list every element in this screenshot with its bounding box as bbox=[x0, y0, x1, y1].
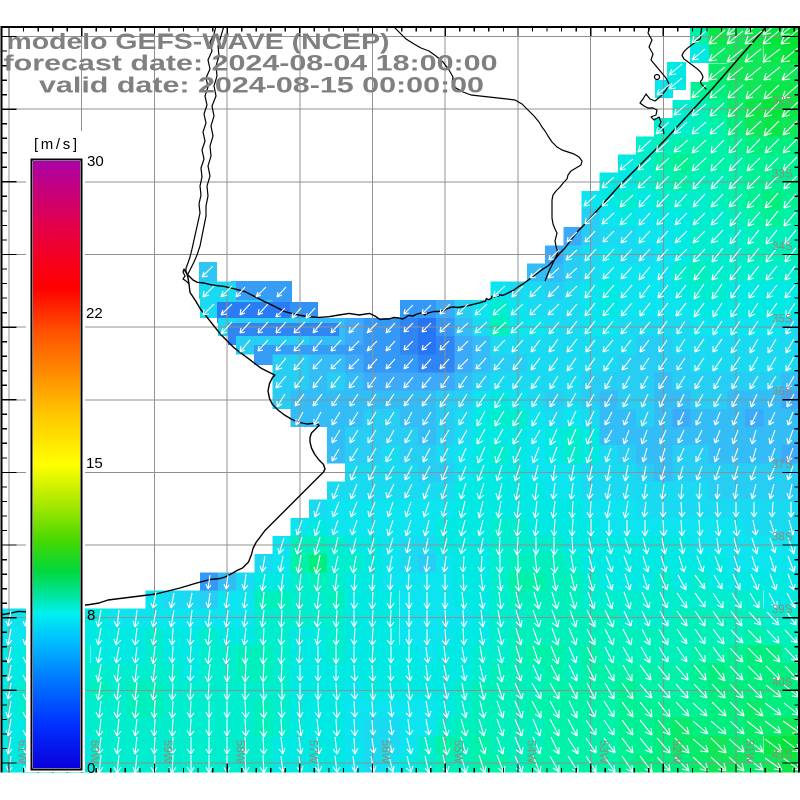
svg-text:35S: 35S bbox=[772, 314, 793, 326]
svg-text:53W: 53W bbox=[597, 740, 609, 764]
svg-text:38S: 38S bbox=[772, 532, 793, 544]
svg-text:36S: 36S bbox=[772, 386, 793, 398]
svg-text:57W: 57W bbox=[306, 740, 318, 764]
svg-text:modelo GEFS-WAVE (NCEP): modelo GEFS-WAVE (NCEP) bbox=[7, 29, 390, 54]
svg-text:39S: 39S bbox=[772, 604, 793, 616]
svg-text:34S: 34S bbox=[772, 241, 793, 253]
svg-text:51W: 51W bbox=[743, 740, 755, 764]
svg-text:61W: 61W bbox=[16, 740, 28, 764]
svg-text:valid date: 2024-08-15 00:00:0: valid date: 2024-08-15 00:00:00 bbox=[39, 73, 484, 98]
svg-text:60W: 60W bbox=[88, 740, 100, 764]
svg-text:59W: 59W bbox=[161, 740, 173, 764]
svg-text:33S: 33S bbox=[772, 168, 793, 180]
svg-text:52W: 52W bbox=[670, 740, 682, 764]
svg-text:37S: 37S bbox=[772, 459, 793, 471]
svg-text:54W: 54W bbox=[524, 740, 536, 764]
svg-text:41S: 41S bbox=[772, 750, 793, 762]
svg-text:56W: 56W bbox=[379, 740, 391, 764]
svg-text:0: 0 bbox=[87, 760, 95, 777]
svg-text:22: 22 bbox=[86, 305, 103, 322]
svg-text:15: 15 bbox=[86, 455, 103, 472]
svg-text:forecast date: 2024-08-04 18:0: forecast date: 2024-08-04 18:00:00 bbox=[4, 51, 498, 76]
svg-text:55W: 55W bbox=[452, 740, 464, 764]
svg-text:[m/s]: [m/s] bbox=[34, 136, 77, 153]
svg-text:8: 8 bbox=[87, 607, 95, 624]
svg-text:30: 30 bbox=[87, 153, 104, 170]
svg-text:40S: 40S bbox=[772, 677, 793, 689]
svg-text:32S: 32S bbox=[772, 96, 793, 108]
svg-text:58W: 58W bbox=[234, 740, 246, 764]
